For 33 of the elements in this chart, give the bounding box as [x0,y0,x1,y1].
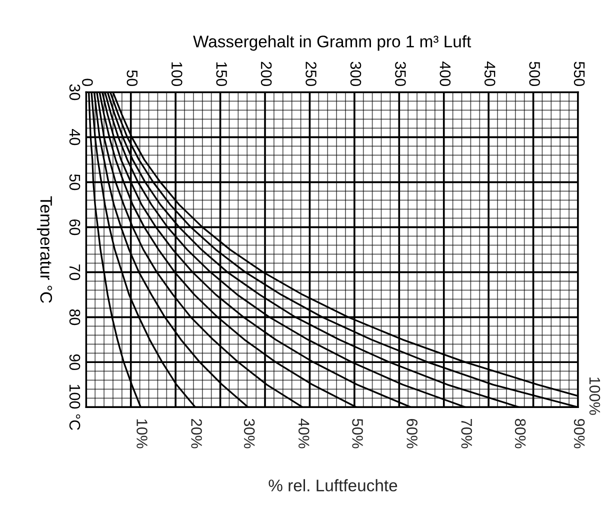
y-tick-label: 50 [69,174,80,190]
x-tick-label: 350 [395,62,406,86]
x-tick-label: 150 [216,62,228,86]
text: 50% [352,418,363,448]
y-axis-title: Temperatur °C [36,196,52,303]
x-tick-label: 400 [440,62,451,86]
text: 10% [136,419,148,448]
y-tick-label: 30 [69,84,80,100]
text: 100% [589,378,600,415]
text: 60% [406,419,418,448]
x-tick-label: 500 [529,62,540,86]
text: 80% [514,418,526,448]
x-axis-title: Wassergehalt in Gramm pro 1 m³ Luft [193,35,472,51]
text: % rel. Luftfeuchte [268,479,398,492]
y-tick-label: 40 [69,129,80,146]
text: 90% [574,418,585,448]
x-tick-label: 0 [82,78,93,86]
x-tick-label: 50 [126,70,138,86]
text: 40% [298,418,310,448]
x-tick-label: 100 [171,62,182,86]
y-tick-label: 60 [69,219,80,236]
text: 20% [191,419,202,448]
x-tick-label: 450 [484,62,496,86]
y-tick-label: 80 [69,309,80,326]
x-tick-label: 300 [350,62,362,86]
x-tick-label: 550 [574,62,585,86]
x-tick-label: 200 [260,62,272,86]
y-tick-label: 90 [69,354,80,370]
x-tick-label: 250 [306,62,316,86]
text: 30% [244,418,255,448]
y-tick-label: 70 [69,264,80,280]
y-tick-label: 100 °C [69,384,80,430]
text: 70% [461,419,472,448]
